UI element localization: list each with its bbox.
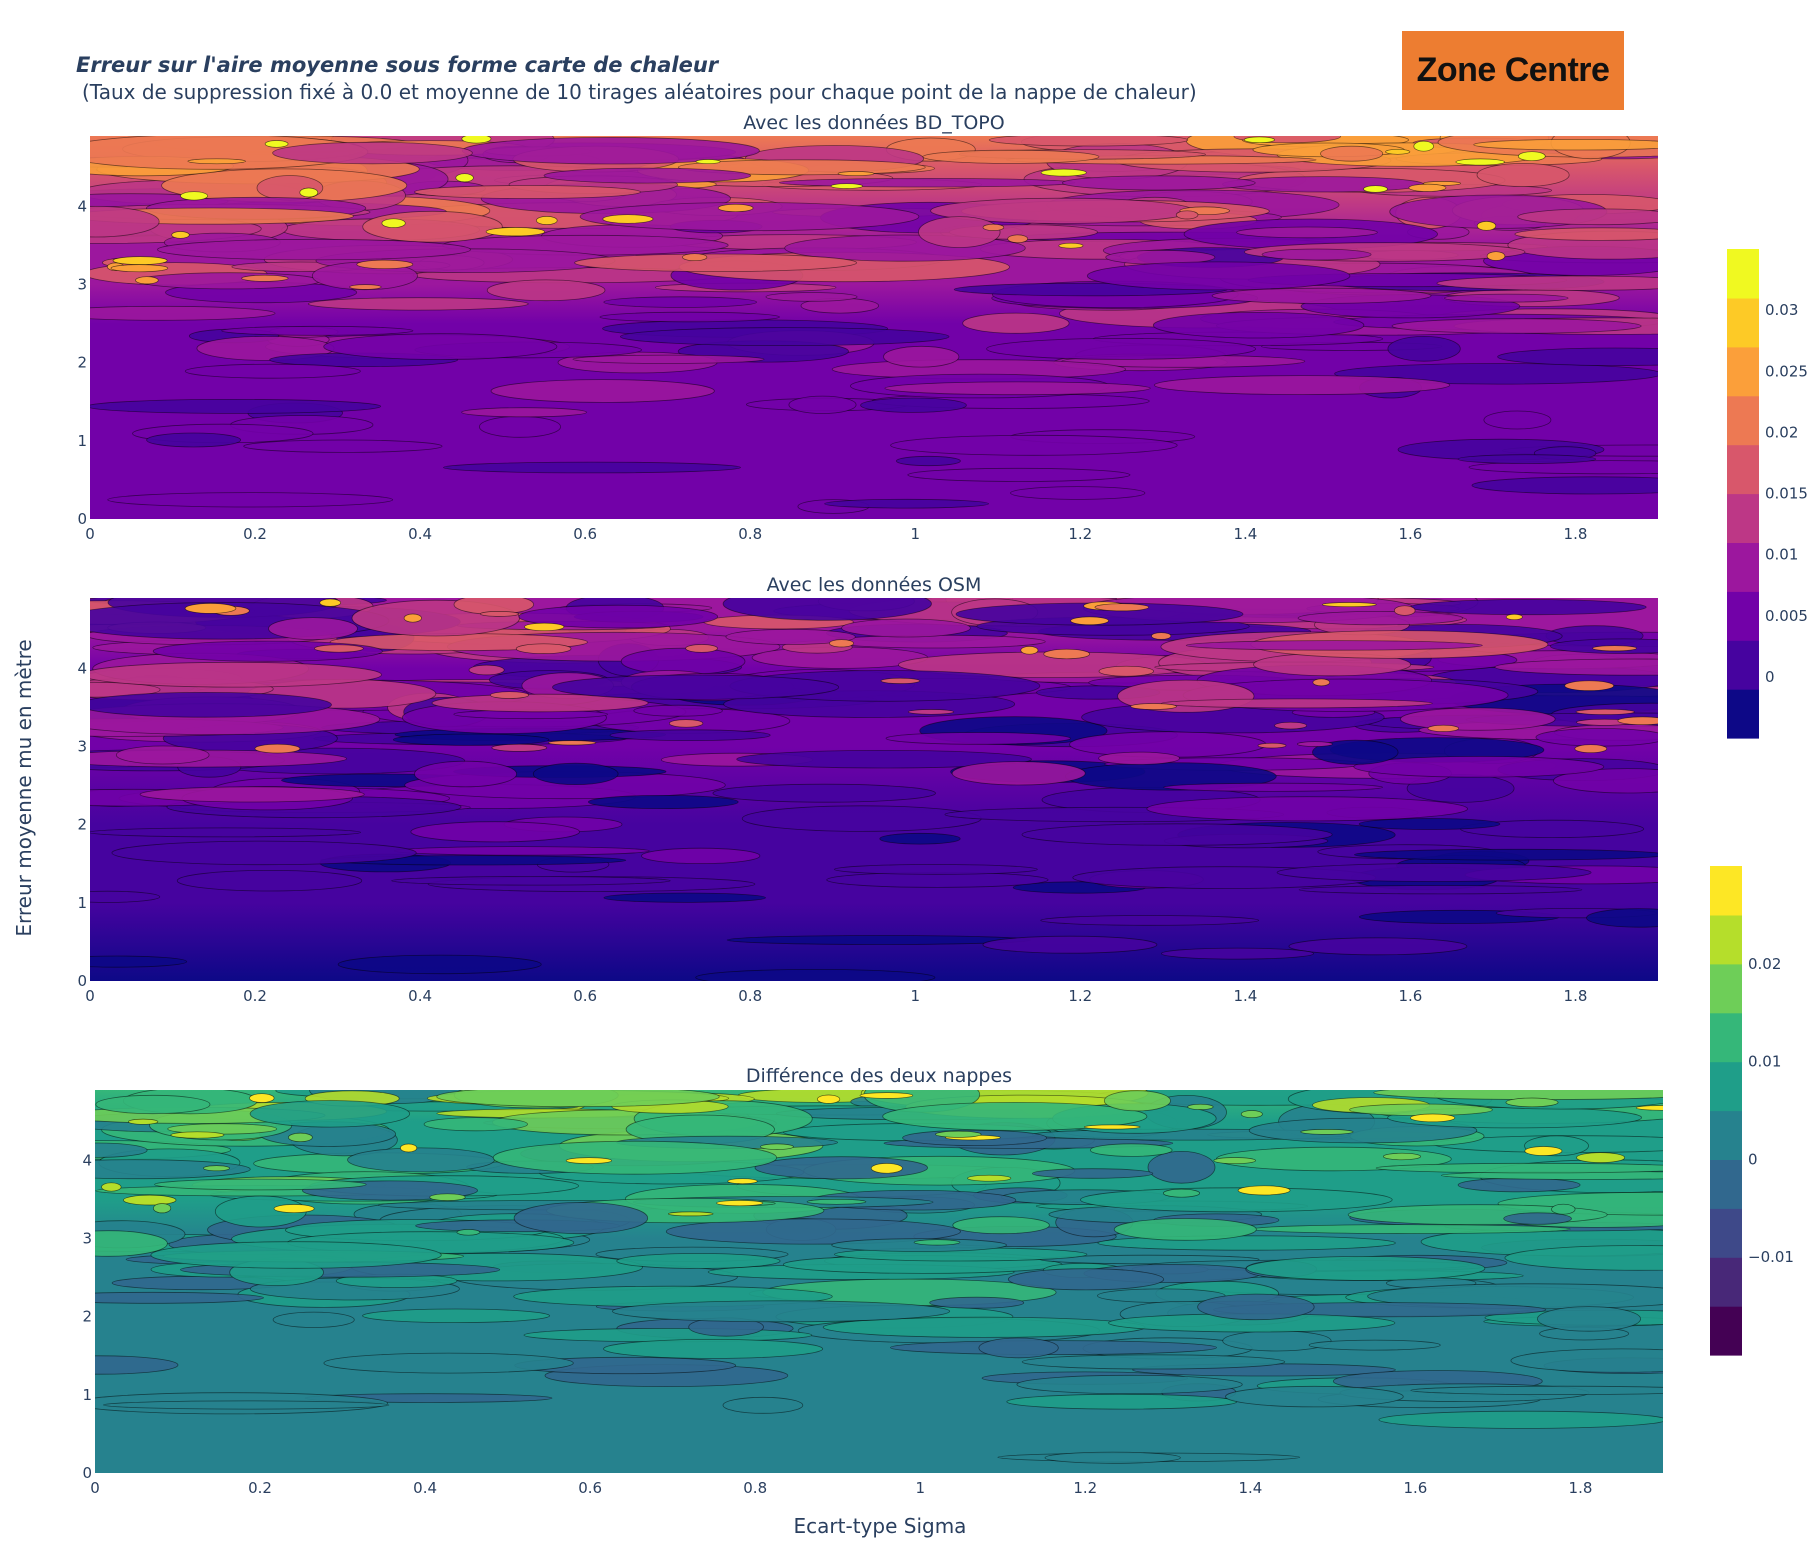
x-tick-label: 0.2 (243, 987, 267, 1005)
y-tick-label: 3 (77, 738, 87, 756)
x-tick-label: 0.8 (738, 987, 762, 1005)
x-tick-label: 0 (85, 525, 95, 543)
x-tick-label: 0.6 (578, 1479, 602, 1497)
x-tick-label: 1.8 (1569, 1479, 1593, 1497)
zone-badge: Zone Centre (1402, 31, 1624, 110)
y-tick-label: 0 (77, 510, 87, 528)
heatmap-panel-2: Avec les données OSM 0 0.2 0.4 0.6 0.8 1 1.2 1.4… (77, 574, 1658, 1005)
x-tick-label: 0.4 (413, 1479, 437, 1497)
x-tick-label: 0.6 (573, 987, 597, 1005)
x-tick-label: 0.4 (408, 525, 432, 543)
heatmap-panel-3: Différence des deux nappes 0 0.2 0.4 0.6 0.8 1… (82, 1065, 1663, 1497)
colorbar-tick-label: 0 (1765, 668, 1775, 686)
y-tick-label: 3 (77, 276, 87, 294)
y-axis-label: Erreur moyenne mu en mètre (12, 639, 36, 936)
x-tick-label: 0.2 (248, 1479, 272, 1497)
y-tick-label: 1 (77, 432, 87, 450)
y-tick-label: 2 (77, 354, 87, 372)
y-tick-label: 1 (82, 1386, 92, 1404)
x-tick-label: 0.6 (573, 525, 597, 543)
x-tick-label: 1.4 (1233, 987, 1257, 1005)
x-tick-label: 1.8 (1564, 525, 1588, 543)
y-tick-label: 4 (77, 659, 87, 677)
x-tick-label: 0 (90, 1479, 100, 1497)
x-tick-label: 1.6 (1403, 1479, 1427, 1497)
colorbar-tick-label: 0.03 (1765, 301, 1798, 319)
x-tick-label: 0 (85, 987, 95, 1005)
colorbar-tick-label: −0.01 (1748, 1248, 1794, 1266)
colorbar-viridis: −0.01 0 0.01 0.02 (1710, 866, 1794, 1356)
x-tick-label: 1.6 (1398, 987, 1422, 1005)
y-tick-label: 4 (82, 1151, 92, 1169)
subplot-title: Avec les données BD_TOPO (743, 112, 1004, 134)
x-tick-label: 1.2 (1068, 987, 1092, 1005)
y-tick-label: 4 (77, 197, 87, 215)
colorbar-tick-label: 0.01 (1748, 1053, 1781, 1071)
axis-ticks: 0 0.2 0.4 0.6 0.8 1 1.2 1.4 1.6 1.8 0 1 2 3 4 (77, 197, 1587, 543)
y-tick-label: 2 (77, 816, 87, 834)
y-tick-label: 2 (82, 1308, 92, 1326)
axis-ticks: 0 0.2 0.4 0.6 0.8 1 1.2 1.4 1.6 1.8 0 1 2 3 4 (77, 659, 1587, 1005)
x-tick-label: 0.8 (738, 525, 762, 543)
x-tick-label: 1.4 (1238, 1479, 1262, 1497)
colorbar-tick-label: 0.01 (1765, 546, 1798, 564)
subplot-title: Différence des deux nappes (746, 1065, 1012, 1087)
y-tick-label: 1 (77, 894, 87, 912)
subplot-title: Avec les données OSM (767, 574, 982, 596)
x-tick-label: 0.4 (408, 987, 432, 1005)
x-tick-label: 0.2 (243, 525, 267, 543)
colorbar-tick-label: 0.02 (1765, 423, 1798, 441)
x-tick-label: 1 (910, 525, 920, 543)
contour-texture (95, 1090, 1663, 1464)
x-tick-label: 1.4 (1233, 525, 1257, 543)
colorbar-tick-label: 0 (1748, 1150, 1758, 1168)
colorbar-tick-label: 0.025 (1765, 362, 1808, 380)
x-tick-label: 1.2 (1068, 525, 1092, 543)
x-tick-label: 1.6 (1398, 525, 1422, 543)
axis-ticks: 0 0.2 0.4 0.6 0.8 1 1.2 1.4 1.6 1.8 0 1 2 3 4 (82, 1151, 1592, 1497)
contour-texture (90, 136, 1658, 514)
figure-title: Erreur sur l'aire moyenne sous forme car… (76, 53, 720, 77)
colorbar-tick-label: 0.005 (1765, 607, 1808, 625)
x-tick-label: 0.8 (743, 1479, 767, 1497)
y-tick-label: 0 (77, 972, 87, 990)
contour-texture (90, 598, 1658, 981)
y-tick-label: 0 (82, 1464, 92, 1482)
heatmap-panel-1: Avec les données BD_TOPO 0 0.2 0.4 0.6 0.8 1 1.… (77, 112, 1658, 543)
x-tick-label: 1 (910, 987, 920, 1005)
figure-subtitle: (Taux de suppression fixé à 0.0 et moyen… (82, 80, 1197, 104)
x-tick-label: 1.8 (1564, 987, 1588, 1005)
x-tick-label: 1 (915, 1479, 925, 1497)
colorbar-tick-label: 0.02 (1748, 955, 1781, 973)
colorbar-plasma: 0 0.005 0.01 0.015 0.02 0.025 0.03 (1727, 249, 1808, 739)
colorbar-tick-label: 0.015 (1765, 485, 1808, 503)
x-tick-label: 1.2 (1073, 1479, 1097, 1497)
x-axis-label: Ecart-type Sigma (794, 1514, 967, 1538)
y-tick-label: 3 (82, 1230, 92, 1248)
